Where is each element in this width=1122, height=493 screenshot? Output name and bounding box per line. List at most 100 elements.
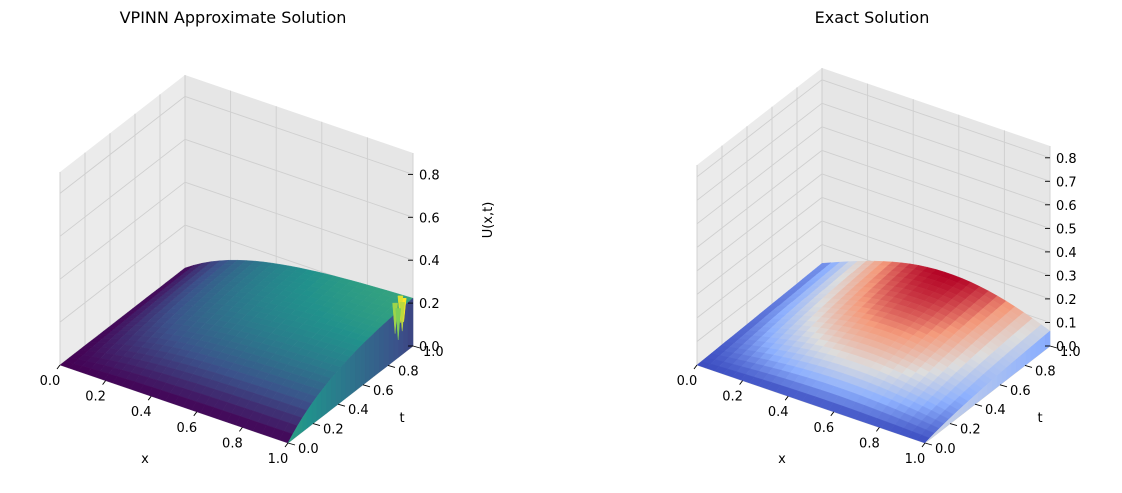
chart1-y-tick-label: 0.0 xyxy=(935,442,956,457)
chart0-wall-strip xyxy=(369,332,375,381)
chart0-wall-strip xyxy=(321,383,327,418)
chart1-x-tick xyxy=(693,364,698,370)
chart1-y-tick xyxy=(1049,345,1058,349)
chart1-y-tick-label: 0.4 xyxy=(985,403,1006,418)
chart0-y-tick xyxy=(287,442,296,446)
chart0-x-tick-label: 0.4 xyxy=(131,405,152,420)
chart1-grid-z-left xyxy=(696,126,823,225)
chart0-wall-strip xyxy=(359,341,366,388)
chart0-grid-z-back xyxy=(184,181,414,261)
chart0-surface xyxy=(59,259,414,444)
chart1-grid-z-back xyxy=(821,126,1051,206)
chart1-x-tick xyxy=(784,395,789,401)
chart0-x-tick xyxy=(239,427,243,432)
chart0-x-tick-label: 0.6 xyxy=(176,421,197,436)
chart0-wall-strip xyxy=(350,351,356,396)
chart1-grid-z-left xyxy=(696,102,823,201)
chart1-z-tick-label: 0.8 xyxy=(1056,152,1077,167)
chart1-x-tick-label: 0.2 xyxy=(722,390,743,405)
chart1-y-tick xyxy=(949,423,958,427)
chart0-grid-z-left xyxy=(59,224,186,323)
chart0-x-tick-label: 1.0 xyxy=(268,452,289,467)
chart0-z-tick-label: 0.0 xyxy=(419,340,440,355)
chart1-grid-z-back xyxy=(821,79,1051,159)
chart0-grid-z-left xyxy=(59,138,186,237)
chart1-grid-z-left xyxy=(696,150,823,248)
chart1-grid-z-back xyxy=(821,102,1051,182)
chart0-y-tick-label: 0.4 xyxy=(348,403,369,418)
chart0-x-tick-label: 0.8 xyxy=(222,436,243,451)
chart0-y-tick-label: 0.0 xyxy=(298,442,319,457)
chart1-grid-z-back xyxy=(821,220,1051,300)
chart0-y-tick xyxy=(312,423,321,427)
chart1-y-tick-label: 0.8 xyxy=(1035,364,1056,379)
chart0-oscillation-spike xyxy=(395,308,401,340)
chart1-y-tick-label: 0.2 xyxy=(960,423,981,438)
chart0-wall-strip xyxy=(345,356,351,399)
chart0-y-tick-label: 0.6 xyxy=(373,384,394,399)
chart0-grid-z-back xyxy=(184,138,414,218)
chart1-x-tick-label: 1.0 xyxy=(905,452,926,467)
chart0-wall-strip xyxy=(407,297,414,351)
chart1-y-tick-label: 1.0 xyxy=(1060,345,1081,360)
chart1-y-tick xyxy=(1024,364,1033,368)
chart1-x-axis-label: x xyxy=(778,452,786,467)
chart0-z-axis-label: U(x,t) xyxy=(481,202,496,239)
chart0-oscillation-spike xyxy=(399,302,405,332)
chart1-x-tick-label: 0.4 xyxy=(768,405,789,420)
chart-title-right: Exact Solution xyxy=(814,8,930,27)
chart1-grid-z-left xyxy=(696,79,823,178)
chart0-z-tick-label: 0.4 xyxy=(419,254,440,269)
chart0-z-tick-label: 0.2 xyxy=(419,297,440,312)
chart1-surface xyxy=(696,260,1051,444)
chart-title-left: VPINN Approximate Solution xyxy=(119,8,347,27)
chart0-wall-strip xyxy=(383,318,390,369)
chart0-y-axis-label: t xyxy=(399,411,404,426)
chart1-wall-strip xyxy=(1044,330,1051,351)
chart0-wall-strip xyxy=(388,314,395,366)
chart1-surface-wall xyxy=(924,330,1051,444)
chart0-x-tick xyxy=(147,395,152,401)
chart1-grid-z-left xyxy=(696,173,823,272)
chart0-wall-strip xyxy=(355,346,361,392)
chart0-wall-strip xyxy=(364,336,370,384)
chart1-x-tick xyxy=(830,411,835,417)
chart1-grid-z-back xyxy=(821,196,1051,276)
chart1-z-tick-label: 0.6 xyxy=(1056,199,1077,214)
chart0-y-tick-label: 0.8 xyxy=(398,364,419,379)
chart0-y-tick xyxy=(362,384,371,388)
chart0-y-tick xyxy=(337,403,346,407)
chart1-grid-z-back xyxy=(821,149,1051,229)
chart0-x-axis-label: x xyxy=(141,452,149,467)
chart1-y-axis-label: t xyxy=(1037,411,1042,426)
chart1-z-tick-label: 0.1 xyxy=(1056,317,1077,332)
chart1-x-tick-label: 0.8 xyxy=(859,436,880,451)
chart1-grid-z-left xyxy=(696,220,823,319)
chart1-x-tick-label: 0.0 xyxy=(677,374,698,389)
chart1-z-tick-label: 0.7 xyxy=(1056,175,1077,190)
chart0-grid-z-back xyxy=(184,95,414,175)
chart1-x-tick xyxy=(739,380,743,385)
chart1-x-tick-label: 0.6 xyxy=(813,421,834,436)
chart0-wall-strip xyxy=(335,366,342,407)
chart0-wall-strip xyxy=(374,327,380,377)
chart0-y-tick xyxy=(412,345,421,349)
chart0-grid-z-left xyxy=(59,96,186,194)
chart1-z-tick-label: 0.2 xyxy=(1056,293,1077,308)
chart0-wall-strip xyxy=(326,377,332,414)
chart1-x-tick xyxy=(921,442,926,448)
chart0-x-tick xyxy=(284,442,289,448)
chart0-wall-strip xyxy=(340,361,346,403)
chart1-z-tick-label: 0.0 xyxy=(1056,340,1077,355)
chart1-x-tick xyxy=(876,427,880,432)
chart0-wall-strip xyxy=(331,372,337,410)
chart0-y-tick-label: 1.0 xyxy=(423,345,444,360)
chart1-y-tick-label: 0.6 xyxy=(1010,384,1031,399)
chart0-x-tick xyxy=(56,364,61,370)
chart1-z-tick-label: 0.4 xyxy=(1056,246,1077,261)
chart1-grid-z-back xyxy=(821,173,1051,253)
chart1-y-tick xyxy=(999,384,1008,388)
chart0-x-tick-label: 0.0 xyxy=(40,374,61,389)
chart0-x-tick-label: 0.2 xyxy=(85,390,106,405)
